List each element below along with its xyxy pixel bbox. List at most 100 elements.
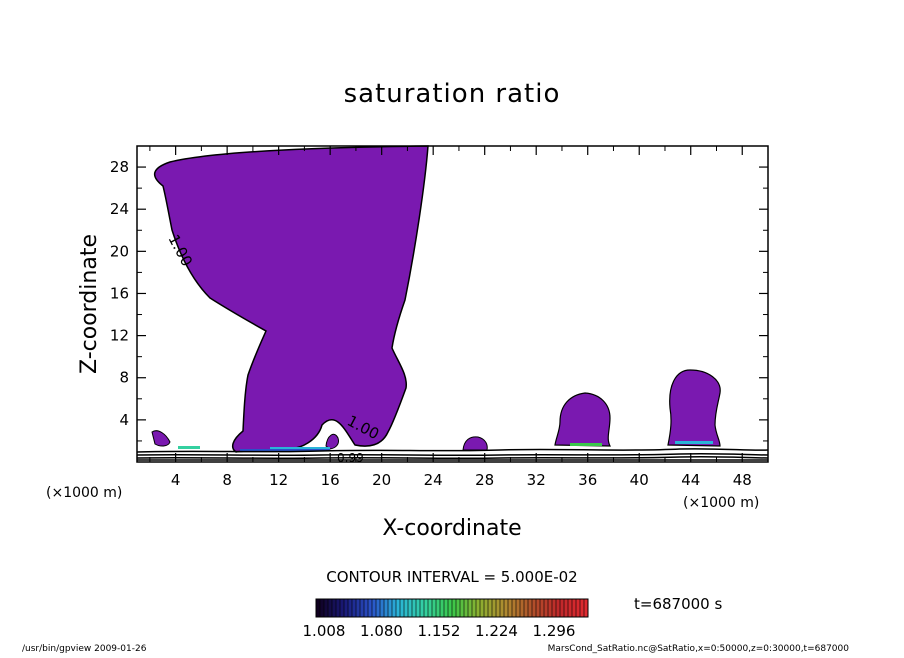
colorbar-cell [384,599,389,617]
x-tick-label: 44 [681,471,700,489]
colorbar-frame [315,598,589,618]
colorbar-cell [484,599,489,617]
band-blue [240,449,330,451]
colorbar-cell [356,599,361,617]
saturated-region-small-left [151,430,171,447]
time-text: t=687000 s [634,595,722,613]
colorbar-tick-label: 1.080 [360,622,403,640]
colorbar-cell [512,599,517,617]
colorbar-cell [552,599,557,617]
colorbar-cell [560,599,565,617]
colorbar-stripes [315,599,589,617]
colorbar-cell [368,599,373,617]
colorbar-cell [504,599,509,617]
colorbar-cell [440,599,445,617]
colorbar-cell [428,599,433,617]
colorbar-cell [456,599,461,617]
x-tick-label: 20 [372,471,391,489]
colorbar-cell [488,599,493,617]
colorbar-cell [420,599,425,617]
colorbar-cell [320,599,325,617]
y-tick-label: 4 [119,411,129,429]
colorbar-cell [452,599,457,617]
colorbar-cell [424,599,429,617]
band-cyan [675,441,713,444]
colorbar-cell [324,599,329,617]
x-tick-label: 8 [222,471,232,489]
y-tick-label: 16 [110,284,129,302]
colorbar-cell [336,599,341,617]
colorbar-cell [340,599,345,617]
colorbar-cell [372,599,377,617]
colorbar-cell [496,599,501,617]
colorbar-cell [528,599,533,617]
colorbar-cell [392,599,397,617]
colorbar-cell [572,599,577,617]
x-tick-label: 12 [269,471,288,489]
band-green [178,446,200,449]
y-tick-label: 24 [110,200,129,218]
x-tick-label: 16 [321,471,340,489]
colorbar-cell [328,599,333,617]
contour-line [136,448,769,453]
x-tick-label: 32 [527,471,546,489]
colorbar-cell [580,599,585,617]
y-axis-label: Z-coordinate [77,234,102,374]
x-axis-label: X-coordinate [382,516,521,541]
y-tick-label: 12 [110,327,129,345]
band-cyan [270,447,330,449]
colorbar-tick-labels: 1.008 1.080 1.152 1.224 1.296 [303,622,576,640]
colorbar-cell [316,599,321,617]
colorbar-cell [556,599,561,617]
footer-right: MarsCond_SatRatio.nc@SatRatio,x=0:50000,… [548,644,850,654]
x-tick-label: 40 [630,471,649,489]
colorbar-cell [348,599,353,617]
colorbar-cell [544,599,549,617]
colorbar-cell [444,599,449,617]
colorbar-cell [492,599,497,617]
x-tick-label: 24 [424,471,443,489]
colorbar-tick-label: 1.152 [418,622,461,640]
colorbar-cell [464,599,469,617]
saturated-region-small-16 [325,433,339,450]
colorbar-cell [584,599,589,617]
colorbar-cell [524,599,529,617]
colorbar-cell [432,599,437,617]
colorbar-cell [576,599,581,617]
colorbar-cell [408,599,413,617]
colorbar-cell [376,599,381,617]
colorbar-cell [380,599,385,617]
colorbar-cell [332,599,337,617]
contour-label: 0.99 [337,451,364,465]
surface-contour-lines [136,448,769,461]
colorbar-cell [364,599,369,617]
colorbar-cell [460,599,465,617]
colorbar-cell [500,599,505,617]
colored-contour-bands [178,441,713,451]
colorbar-tick-label: 1.008 [303,622,346,640]
colorbar-tick-label: 1.296 [533,622,576,640]
colorbar-cell [468,599,473,617]
saturated-region-dome-35 [554,392,611,447]
colorbar-cell [520,599,525,617]
contour-interval-text: CONTOUR INTERVAL = 5.000E-02 [326,568,577,586]
y-tick-label: 20 [110,242,129,260]
plot-frame [136,145,769,463]
colorbar-cell [416,599,421,617]
saturated-region-bump-26 [462,436,488,451]
colorbar-tick-label: 1.224 [475,622,518,640]
footer-left: /usr/bin/gpview 2009-01-26 [22,644,147,654]
colorbar-cell [564,599,569,617]
x-tick-label: 28 [475,471,494,489]
saturated-region-dome-44 [667,369,721,447]
colorbar-cell [404,599,409,617]
plot-area: 1.00 1.00 0.99 4 8 12 16 20 24 28 32 36 40 44 48481… [110,145,769,489]
chart-title: saturation ratio [344,79,561,109]
colorbar-cell [532,599,537,617]
colorbar-cell [400,599,405,617]
colorbar-cell [360,599,365,617]
colorbar-cell [568,599,573,617]
x-tick-label: 36 [578,471,597,489]
